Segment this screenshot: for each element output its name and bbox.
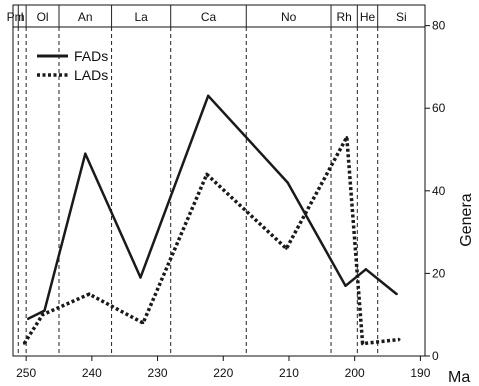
x-axis: 250 240 230 220 210 200 190	[16, 356, 431, 380]
stage-label-pm: Pm	[7, 10, 25, 24]
y-axis-title: Genera	[458, 193, 475, 246]
y-tick-label: 40	[432, 184, 446, 198]
y-tick-label: 20	[432, 266, 446, 280]
data-point-fads	[364, 268, 368, 271]
stage-labels: PmI Ol An La Ca No Rh He Si	[7, 10, 407, 24]
x-axis-title: Ma	[448, 369, 470, 386]
data-point-lads	[41, 313, 44, 316]
stage-label-ol: Ol	[37, 10, 49, 24]
y-tick-label: 80	[432, 19, 446, 33]
y-axis: 0 20 40 60 80	[425, 19, 446, 363]
x-tick-label: 220	[213, 366, 233, 380]
stage-label-ca: Ca	[201, 10, 217, 24]
legend-fads-label: FADs	[74, 48, 108, 64]
data-point-lads	[88, 292, 91, 296]
x-tick-label: 190	[410, 366, 430, 380]
data-point-lads	[205, 173, 209, 176]
data-point-lads	[345, 135, 349, 139]
stage-label-no: No	[281, 10, 297, 24]
stage-label-he: He	[360, 10, 376, 24]
data-point-lads	[361, 342, 364, 345]
data-point-lads	[285, 247, 288, 250]
stage-label-la: La	[134, 10, 148, 24]
data-point-fads	[84, 152, 87, 155]
data-point-fads	[344, 284, 347, 287]
series-lines	[22, 94, 401, 346]
y-tick-label: 60	[432, 101, 446, 115]
stage-label-rh: Rh	[337, 10, 352, 24]
plot-frame	[12, 4, 426, 357]
x-tick-label: 210	[279, 366, 299, 380]
legend: FADs LADs	[37, 48, 108, 83]
y-tick-label: 0	[432, 349, 439, 363]
data-point-lads	[398, 338, 401, 341]
stage-label-si: Si	[396, 10, 407, 24]
data-point-fads	[206, 94, 210, 98]
data-point-lads	[22, 342, 26, 345]
data-point-fads	[286, 181, 289, 184]
x-tick-label: 250	[16, 366, 36, 380]
data-point-fads	[395, 292, 398, 296]
series-line-fads	[27, 94, 398, 320]
data-point-fads	[43, 309, 46, 312]
x-tick-label: 240	[82, 366, 102, 380]
x-tick-label: 200	[345, 366, 365, 380]
stage-dividers	[17, 5, 379, 356]
x-tick-label: 230	[148, 366, 168, 380]
stage-label-i: I	[21, 10, 24, 24]
data-point-fads	[26, 317, 30, 321]
stage-label-an: An	[78, 10, 93, 24]
data-point-lads	[141, 321, 145, 325]
legend-lads-label: LADs	[74, 67, 108, 83]
data-point-fads	[139, 276, 142, 279]
